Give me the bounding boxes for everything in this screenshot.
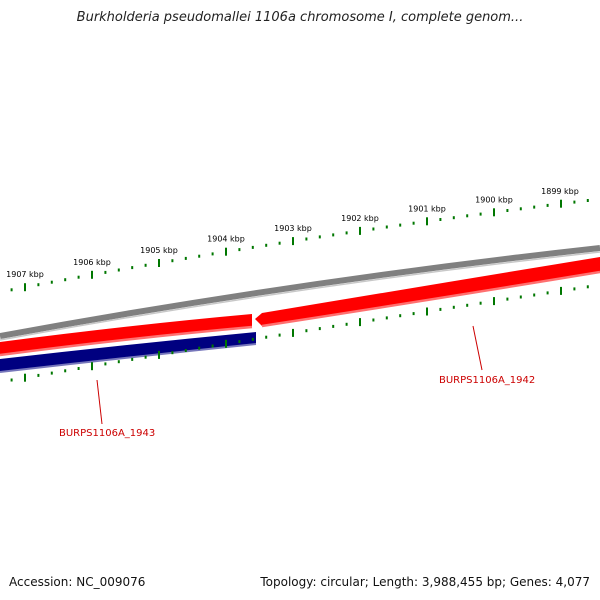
inner-tick-ring bbox=[10, 285, 589, 382]
map-title: Burkholderia pseudomallei 1106a chromoso… bbox=[76, 10, 524, 25]
tick-label: 1905 kbp bbox=[140, 246, 178, 255]
genome-summary-text: Topology: circular; Length: 3,988,455 bp… bbox=[260, 575, 590, 589]
tick-label: 1902 kbp bbox=[341, 214, 379, 223]
tick-label: 1903 kbp bbox=[274, 224, 312, 233]
tick-labels: 1907 kbp 1906 kbp 1905 kbp 1904 kbp 1903 kbp… bbox=[6, 187, 579, 279]
gene-feature-forward[interactable] bbox=[255, 257, 600, 326]
tick-label: 1906 kbp bbox=[73, 258, 111, 267]
chromosome-backbone bbox=[0, 245, 600, 339]
gene-label-1942[interactable]: BURPS1106A_1942 bbox=[439, 375, 535, 386]
gene-feature-forward-left-edge bbox=[0, 325, 253, 357]
tick-label: 1907 kbp bbox=[6, 270, 44, 279]
gene-label-1943[interactable]: BURPS1106A_1943 bbox=[59, 428, 155, 439]
gene-label-leader-1942 bbox=[472, 325, 483, 371]
chromosome-backbone-shadow bbox=[0, 251, 600, 341]
tick-label: 1901 kbp bbox=[408, 204, 446, 213]
gene-label-leader-1943 bbox=[96, 379, 103, 425]
gene-feature-forward-left[interactable] bbox=[0, 314, 252, 355]
gene-feature-reverse-edge bbox=[0, 343, 257, 373]
accession-text: Accession: NC_009076 bbox=[9, 575, 146, 589]
tick-label: 1904 kbp bbox=[207, 235, 245, 244]
outer-tick-ring bbox=[10, 199, 589, 292]
tick-label: 1900 kbp bbox=[475, 195, 513, 204]
gene-feature-reverse[interactable] bbox=[0, 332, 256, 372]
gene-feature-forward-edge bbox=[261, 270, 600, 328]
tick-label: 1899 kbp bbox=[541, 187, 579, 196]
